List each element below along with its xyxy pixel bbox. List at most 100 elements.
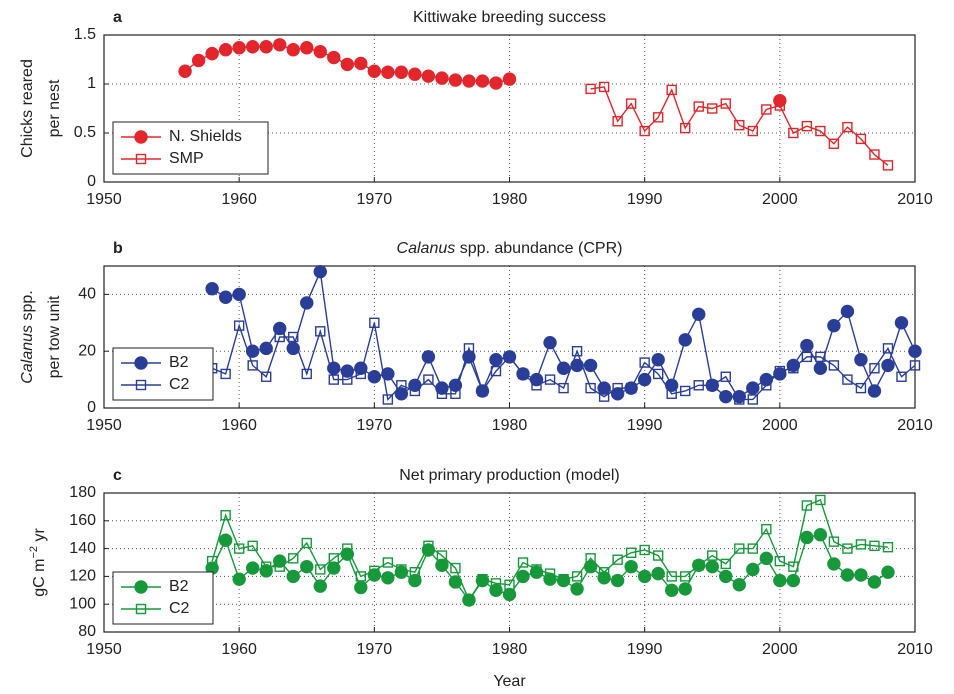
- data-point: [652, 550, 664, 561]
- data-point: [720, 371, 731, 382]
- text-part: per nest: [46, 79, 63, 137]
- data-point: [882, 542, 894, 553]
- series-line: [185, 45, 780, 101]
- y-axis-label: per tow unit: [46, 295, 63, 378]
- data-point: [598, 391, 610, 402]
- data-point: [583, 358, 598, 373]
- data-point: [788, 363, 799, 374]
- data-point: [355, 368, 367, 380]
- data-point: [394, 65, 409, 79]
- data-point: [666, 388, 677, 399]
- data-point: [313, 264, 327, 279]
- data-point: [355, 571, 367, 582]
- data-point: [842, 121, 853, 133]
- legend-box: [112, 571, 214, 625]
- data-point: [855, 539, 867, 550]
- data-point: [315, 326, 326, 337]
- data-point: [612, 116, 623, 127]
- data-point: [761, 523, 772, 535]
- data-point: [813, 361, 828, 375]
- data-point: [746, 562, 760, 577]
- data-point: [800, 338, 814, 353]
- data-point: [734, 543, 745, 554]
- data-point: [570, 582, 584, 596]
- y-axis-label: Calanus spp.: [19, 290, 36, 383]
- data-point: [367, 370, 382, 384]
- y-axis-label: Chicks reared: [19, 59, 36, 158]
- data-point: [624, 559, 638, 574]
- data-point: [490, 578, 502, 589]
- data-point: [218, 290, 233, 304]
- data-point: [571, 571, 583, 582]
- x-tick-label: 2010: [897, 417, 933, 434]
- data-point: [516, 569, 530, 584]
- data-point: [761, 380, 772, 391]
- data-point: [639, 544, 650, 556]
- data-point: [531, 564, 542, 575]
- data-point: [300, 41, 314, 55]
- plot-frame: [103, 265, 916, 409]
- data-point: [220, 510, 231, 521]
- data-point: [720, 98, 731, 109]
- y-tick-label: 1: [87, 75, 96, 92]
- text-part: −2: [28, 546, 40, 559]
- plot-frame: [103, 492, 916, 633]
- data-point: [597, 381, 611, 395]
- y-tick-label: 0: [87, 173, 96, 190]
- panel-label: c: [113, 467, 122, 484]
- x-tick-label: 2010: [897, 641, 933, 658]
- data-point: [610, 573, 625, 588]
- legend-marker: [134, 356, 148, 370]
- data-point: [639, 125, 650, 137]
- legend-label: SMP: [169, 150, 204, 167]
- text-part: spp. abundance (CPR): [455, 240, 622, 257]
- y-tick-label: 100: [69, 595, 96, 612]
- data-point: [719, 389, 733, 404]
- data-point: [896, 371, 907, 382]
- data-point: [570, 358, 584, 373]
- data-point: [531, 380, 542, 391]
- data-point: [625, 382, 637, 394]
- text-part: Net primary production (model): [399, 467, 620, 484]
- data-point: [300, 559, 314, 574]
- data-point: [828, 536, 840, 547]
- data-point: [854, 353, 868, 367]
- data-point: [719, 569, 733, 584]
- data-point: [273, 38, 287, 52]
- x-tick-label: 2000: [762, 191, 798, 208]
- data-point: [693, 101, 704, 112]
- data-point: [855, 133, 867, 145]
- data-point: [205, 282, 219, 296]
- data-point: [800, 530, 814, 545]
- data-point: [423, 540, 434, 552]
- data-point: [869, 363, 880, 374]
- data-point: [394, 387, 409, 401]
- legend-marker: [135, 603, 147, 615]
- data-point: [475, 74, 490, 88]
- chart-title: Kittiwake breeding success: [413, 9, 606, 26]
- data-point: [867, 384, 882, 398]
- legend-marker: [134, 580, 148, 594]
- data-point: [462, 74, 476, 88]
- data-point: [665, 583, 679, 597]
- data-point: [477, 573, 488, 585]
- data-point: [232, 41, 246, 55]
- data-point: [381, 571, 395, 585]
- data-point: [788, 127, 799, 139]
- x-axis-label: Year: [493, 673, 526, 690]
- data-point: [409, 567, 421, 578]
- y-tick-label: 0.5: [74, 124, 96, 141]
- legend-marker: [135, 379, 147, 391]
- x-tick-label: 1960: [221, 417, 257, 434]
- data-point: [705, 559, 719, 574]
- data-point: [558, 573, 569, 585]
- data-point: [274, 331, 285, 343]
- data-point: [232, 572, 246, 586]
- data-point: [637, 372, 652, 387]
- data-point: [220, 368, 231, 380]
- text-part: per tow unit: [46, 295, 63, 378]
- data-point: [435, 71, 449, 85]
- data-point: [707, 103, 718, 114]
- data-point: [774, 365, 786, 377]
- x-tick-label: 1980: [492, 417, 528, 434]
